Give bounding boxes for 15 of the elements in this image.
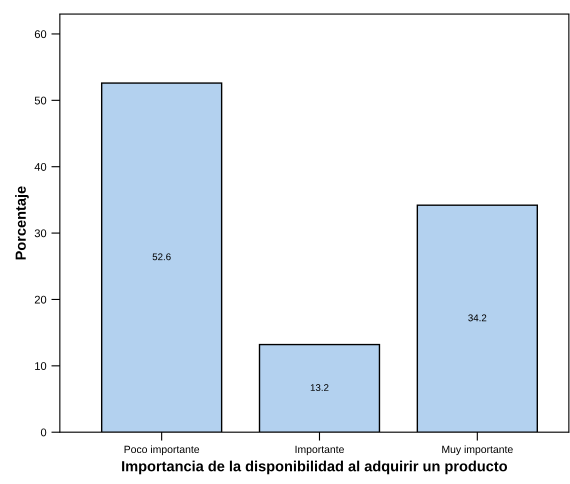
- y-axis-title: Porcentaje: [15, 186, 29, 260]
- x-tick-label: Poco importante: [124, 445, 200, 456]
- y-tick-label: 10: [35, 362, 46, 370]
- data-label: 13.2: [310, 384, 328, 392]
- data-label: 52.6: [152, 253, 171, 260]
- data-label: 34.2: [468, 314, 486, 322]
- y-tick-label: 50: [34, 96, 46, 104]
- y-tick-label: 20: [34, 296, 46, 304]
- y-tick-label: 60: [34, 30, 46, 38]
- x-tick-label: Importante: [296, 446, 344, 456]
- y-tick-label: 0: [40, 428, 46, 436]
- y-tick-label: 30: [34, 229, 46, 238]
- x-axis-title: Importancia de la disponibilidad al adquirir un producto: [122, 460, 508, 474]
- y-tick-label: 40: [34, 162, 46, 171]
- x-tick-label: Muy importante: [442, 445, 513, 456]
